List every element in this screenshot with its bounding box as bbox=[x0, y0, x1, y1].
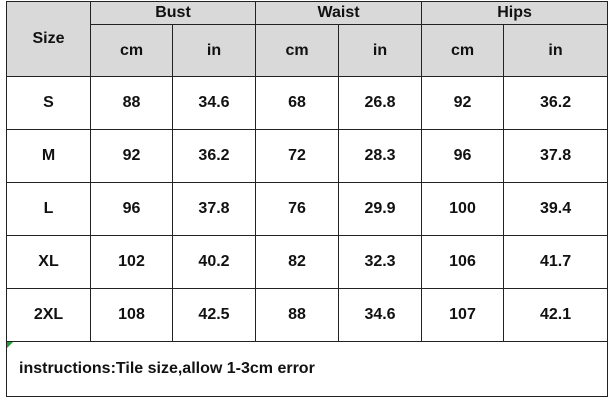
size-cell: XL bbox=[6, 235, 91, 289]
table-row: cm in cm in cm in bbox=[7, 24, 609, 77]
value-cell: 41.7 bbox=[503, 235, 609, 289]
value-cell: 92 bbox=[90, 129, 173, 183]
table-row: instructions:Tile size,allow 1-3cm error bbox=[5, 341, 609, 397]
table-row: S 88 34.6 68 26.8 92 36.2 bbox=[6, 76, 609, 130]
table-row: M 92 36.2 72 28.3 96 37.8 bbox=[6, 129, 609, 183]
unit-header: in bbox=[337, 24, 423, 77]
value-cell: 37.8 bbox=[503, 129, 609, 183]
value-cell: 107 bbox=[421, 288, 505, 342]
table-row: XL 102 40.2 82 32.3 106 41.7 bbox=[6, 235, 609, 289]
value-cell: 36.2 bbox=[503, 76, 609, 130]
value-cell: 100 bbox=[421, 182, 505, 236]
size-table: Size Bust Waist Hips cm in cm in cm in S 88 34.6 68 26… bbox=[5, 1, 609, 397]
unit-header: in bbox=[172, 24, 256, 77]
group-header: Bust bbox=[90, 1, 256, 25]
table-row: L 96 37.8 76 29.9 100 39.4 bbox=[6, 182, 609, 236]
size-cell: L bbox=[6, 182, 91, 236]
unit-header: cm bbox=[90, 24, 173, 77]
size-chart: Size Bust Waist Hips cm in cm in cm in S 88 34.6 68 26… bbox=[5, 1, 609, 397]
value-cell: 36.2 bbox=[172, 129, 256, 183]
comment-marker bbox=[7, 342, 13, 348]
value-cell: 88 bbox=[90, 76, 173, 130]
value-cell: 92 bbox=[421, 76, 505, 130]
value-cell: 72 bbox=[255, 129, 339, 183]
value-cell: 26.8 bbox=[337, 76, 423, 130]
value-cell: 34.6 bbox=[337, 288, 423, 342]
unit-header: cm bbox=[255, 24, 339, 77]
size-header: Size bbox=[6, 1, 91, 77]
value-cell: 37.8 bbox=[172, 182, 256, 236]
value-cell: 42.5 bbox=[172, 288, 256, 342]
value-cell: 88 bbox=[255, 288, 339, 342]
value-cell: 34.6 bbox=[172, 76, 256, 130]
value-cell: 32.3 bbox=[337, 235, 423, 289]
value-cell: 106 bbox=[421, 235, 505, 289]
value-cell: 29.9 bbox=[337, 182, 423, 236]
table-row: 2XL 108 42.5 88 34.6 107 42.1 bbox=[6, 288, 609, 342]
value-cell: 82 bbox=[255, 235, 339, 289]
value-cell: 68 bbox=[255, 76, 339, 130]
group-header: Hips bbox=[421, 1, 609, 25]
value-cell: 102 bbox=[90, 235, 173, 289]
value-cell: 76 bbox=[255, 182, 339, 236]
value-cell: 40.2 bbox=[172, 235, 256, 289]
size-cell: M bbox=[6, 129, 91, 183]
value-cell: 108 bbox=[90, 288, 173, 342]
size-cell: S bbox=[6, 76, 91, 130]
value-cell: 96 bbox=[421, 129, 505, 183]
unit-header: in bbox=[503, 24, 609, 77]
value-cell: 39.4 bbox=[503, 182, 609, 236]
value-cell: 42.1 bbox=[503, 288, 609, 342]
group-header: Waist bbox=[254, 1, 423, 25]
table-row: Size Bust Waist Hips bbox=[6, 1, 609, 77]
unit-header: cm bbox=[421, 24, 505, 77]
value-cell: 96 bbox=[90, 182, 173, 236]
value-cell: 28.3 bbox=[337, 129, 423, 183]
size-cell: 2XL bbox=[6, 288, 91, 342]
note-cell: instructions:Tile size,allow 1-3cm error bbox=[5, 341, 609, 397]
